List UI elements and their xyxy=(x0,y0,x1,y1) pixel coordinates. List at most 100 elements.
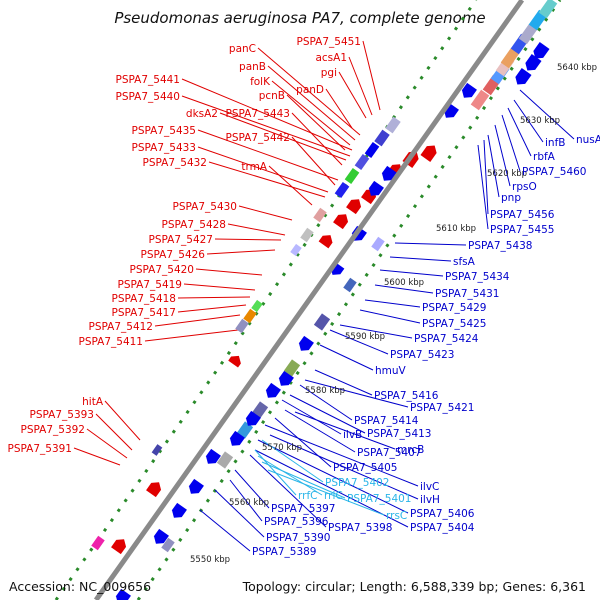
gene-label-left: panD xyxy=(296,84,324,96)
gene-label-left: PSPA7_5442 xyxy=(226,132,291,144)
gene-block-12 xyxy=(151,444,163,456)
gene-label-right: hmuV xyxy=(375,365,407,377)
leader-line xyxy=(269,434,419,500)
kbp-tick-label: 5550 kbp xyxy=(190,555,230,565)
leader-line xyxy=(257,455,323,496)
kbp-tick-label: 5640 kbp xyxy=(557,63,597,73)
gene-label-left: PSPA7_5391 xyxy=(8,443,73,455)
gene-block-0 xyxy=(385,116,401,134)
kbp-ticks: 5640 kbp 5630 kbp 5620 kbp 5610 kbp 5600 kbp… xyxy=(190,63,597,565)
gene-label-right: PSPA7_5389 xyxy=(252,546,317,558)
gene-label-left: PSPA7_5420 xyxy=(130,264,195,276)
gene-arrow-5 xyxy=(333,214,349,230)
leader-line xyxy=(319,344,374,371)
gene-label-right: PSPA7_5407 xyxy=(357,447,422,459)
leader-line xyxy=(268,165,313,206)
leader-line xyxy=(214,489,265,538)
leader-line xyxy=(389,256,452,262)
gene-block-4 xyxy=(344,167,360,185)
leader-line xyxy=(281,399,342,435)
leader-line xyxy=(238,205,293,221)
gene-label-left: folK xyxy=(250,76,271,88)
kbp-tick-label: 5560 kbp xyxy=(229,498,269,508)
gene-label-right: pnp xyxy=(501,192,521,204)
gene-label-right: PSPA7_5455 xyxy=(490,224,555,236)
gene-label-left: acsA1 xyxy=(315,52,347,64)
gene-arrow-16 xyxy=(265,382,281,398)
leader-line xyxy=(339,324,413,339)
gene-label-left: PSPA7_5419 xyxy=(118,279,183,291)
gene-block-23 xyxy=(371,236,385,252)
leader-line xyxy=(379,269,444,277)
gene-label-right: PSPA7_5397 xyxy=(271,503,336,515)
gene-block-1 xyxy=(374,129,390,147)
gene-label-right: PSPA7_5390 xyxy=(266,532,331,544)
gene-label-right: PSPA7_5425 xyxy=(422,318,487,330)
gene-label-right: PSPA7_5421 xyxy=(410,402,475,414)
leader-line xyxy=(286,94,346,151)
gene-label-left: PSPA7_5417 xyxy=(112,307,177,319)
leader-line xyxy=(95,413,133,451)
gene-label-left: PSPA7_5451 xyxy=(297,36,362,48)
leader-line xyxy=(291,136,336,186)
gene-arrow-8 xyxy=(111,539,127,555)
leader-line xyxy=(208,161,326,198)
leader-line xyxy=(219,112,347,161)
gene-label-right: PSPA7_5424 xyxy=(414,333,479,345)
leader-line xyxy=(206,249,276,255)
leader-line xyxy=(289,394,366,434)
gene-label-left: trmA xyxy=(241,161,267,173)
leader-line xyxy=(249,454,327,528)
gene-label-left: PSPA7_5441 xyxy=(116,74,181,86)
gene-block-8 xyxy=(290,243,302,257)
leader-line xyxy=(325,88,353,129)
gene-label-left: PSPA7_5433 xyxy=(132,142,197,154)
gene-label-left: PSPA7_5440 xyxy=(116,91,181,103)
gene-label-right: PSPA7_5416 xyxy=(374,390,439,402)
gene-label-right: PSPA7_5434 xyxy=(445,271,510,283)
gene-label-right: infB xyxy=(545,137,565,149)
gene-label-right: PSPA7_5396 xyxy=(264,516,329,528)
gene-block-29 xyxy=(216,451,234,469)
leader-line xyxy=(264,424,419,487)
gene-features xyxy=(91,0,558,600)
leader-line xyxy=(177,304,247,313)
leader-line xyxy=(257,47,361,136)
leader-line xyxy=(314,369,373,396)
gene-label-left: PSPA7_5393 xyxy=(30,409,95,421)
gene-block-2 xyxy=(364,141,380,159)
gene-arrow-17 xyxy=(245,410,261,426)
leader-line xyxy=(261,439,324,483)
gene-label-rna: PSPA7_5402 xyxy=(325,477,390,489)
gene-block-28 xyxy=(236,421,254,439)
gene-label-left: PSPA7_5435 xyxy=(132,125,197,137)
leader-line xyxy=(197,129,339,181)
topology-text: Topology: circular; Length: 6,588,339 bp… xyxy=(242,579,586,594)
gene-label-left: panB xyxy=(239,61,266,73)
map-title: Pseudomonas aeruginosa PA7, complete gen… xyxy=(114,9,486,27)
leader-line xyxy=(181,78,353,151)
gene-arrow-22 xyxy=(153,528,169,544)
gene-label-right: PSPA7_5405 xyxy=(333,462,398,474)
leader-line xyxy=(197,146,329,193)
gene-label-left: PSPA7_5427 xyxy=(149,234,214,246)
gene-label-right: sfsA xyxy=(453,256,476,268)
gene-label-right: PSPA7_5429 xyxy=(422,302,487,314)
gene-block-10 xyxy=(243,308,257,324)
gene-label-right: rbfA xyxy=(533,151,556,163)
leader-line xyxy=(144,329,239,342)
leader-line xyxy=(513,99,544,143)
gene-label-right: PSPA7_5404 xyxy=(410,522,475,534)
gene-block-3 xyxy=(354,153,370,171)
leader-line xyxy=(338,71,367,119)
leader-line xyxy=(487,134,500,198)
gene-block-30 xyxy=(161,537,175,553)
gene-label-right: PSPA7_5456 xyxy=(490,209,555,221)
gene-block-18 xyxy=(500,47,520,69)
leader-line xyxy=(227,223,286,236)
gene-label-right: ilvB xyxy=(343,429,362,441)
leader-line xyxy=(86,428,128,459)
leader-line xyxy=(73,447,121,466)
leader-line xyxy=(394,242,467,246)
